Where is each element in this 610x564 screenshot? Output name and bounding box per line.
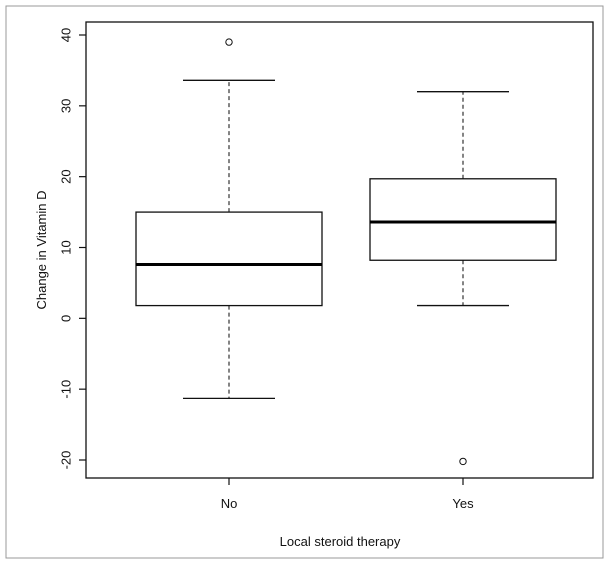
y-tick-label: 0 xyxy=(59,315,74,322)
outlier-point xyxy=(460,458,466,464)
y-tick-label: 40 xyxy=(59,28,74,42)
x-axis: No Yes xyxy=(221,478,474,511)
box-yes xyxy=(370,92,556,465)
iqr-box xyxy=(136,212,322,305)
x-axis-title: Local steroid therapy xyxy=(280,534,401,549)
y-tick-label: 30 xyxy=(59,99,74,113)
y-axis-title: Change in Vitamin D xyxy=(34,191,49,310)
y-tick-label: 10 xyxy=(59,240,74,254)
box-no xyxy=(136,39,322,398)
x-tick-label: Yes xyxy=(452,496,474,511)
box-series xyxy=(136,39,556,465)
y-tick-label: -10 xyxy=(59,380,74,399)
x-tick-label: No xyxy=(221,496,238,511)
y-axis: -20 -10 0 10 20 30 40 xyxy=(59,28,87,470)
iqr-box xyxy=(370,179,556,260)
y-tick-label: -20 xyxy=(59,451,74,470)
outlier-point xyxy=(226,39,232,45)
y-tick-label: 20 xyxy=(59,169,74,183)
